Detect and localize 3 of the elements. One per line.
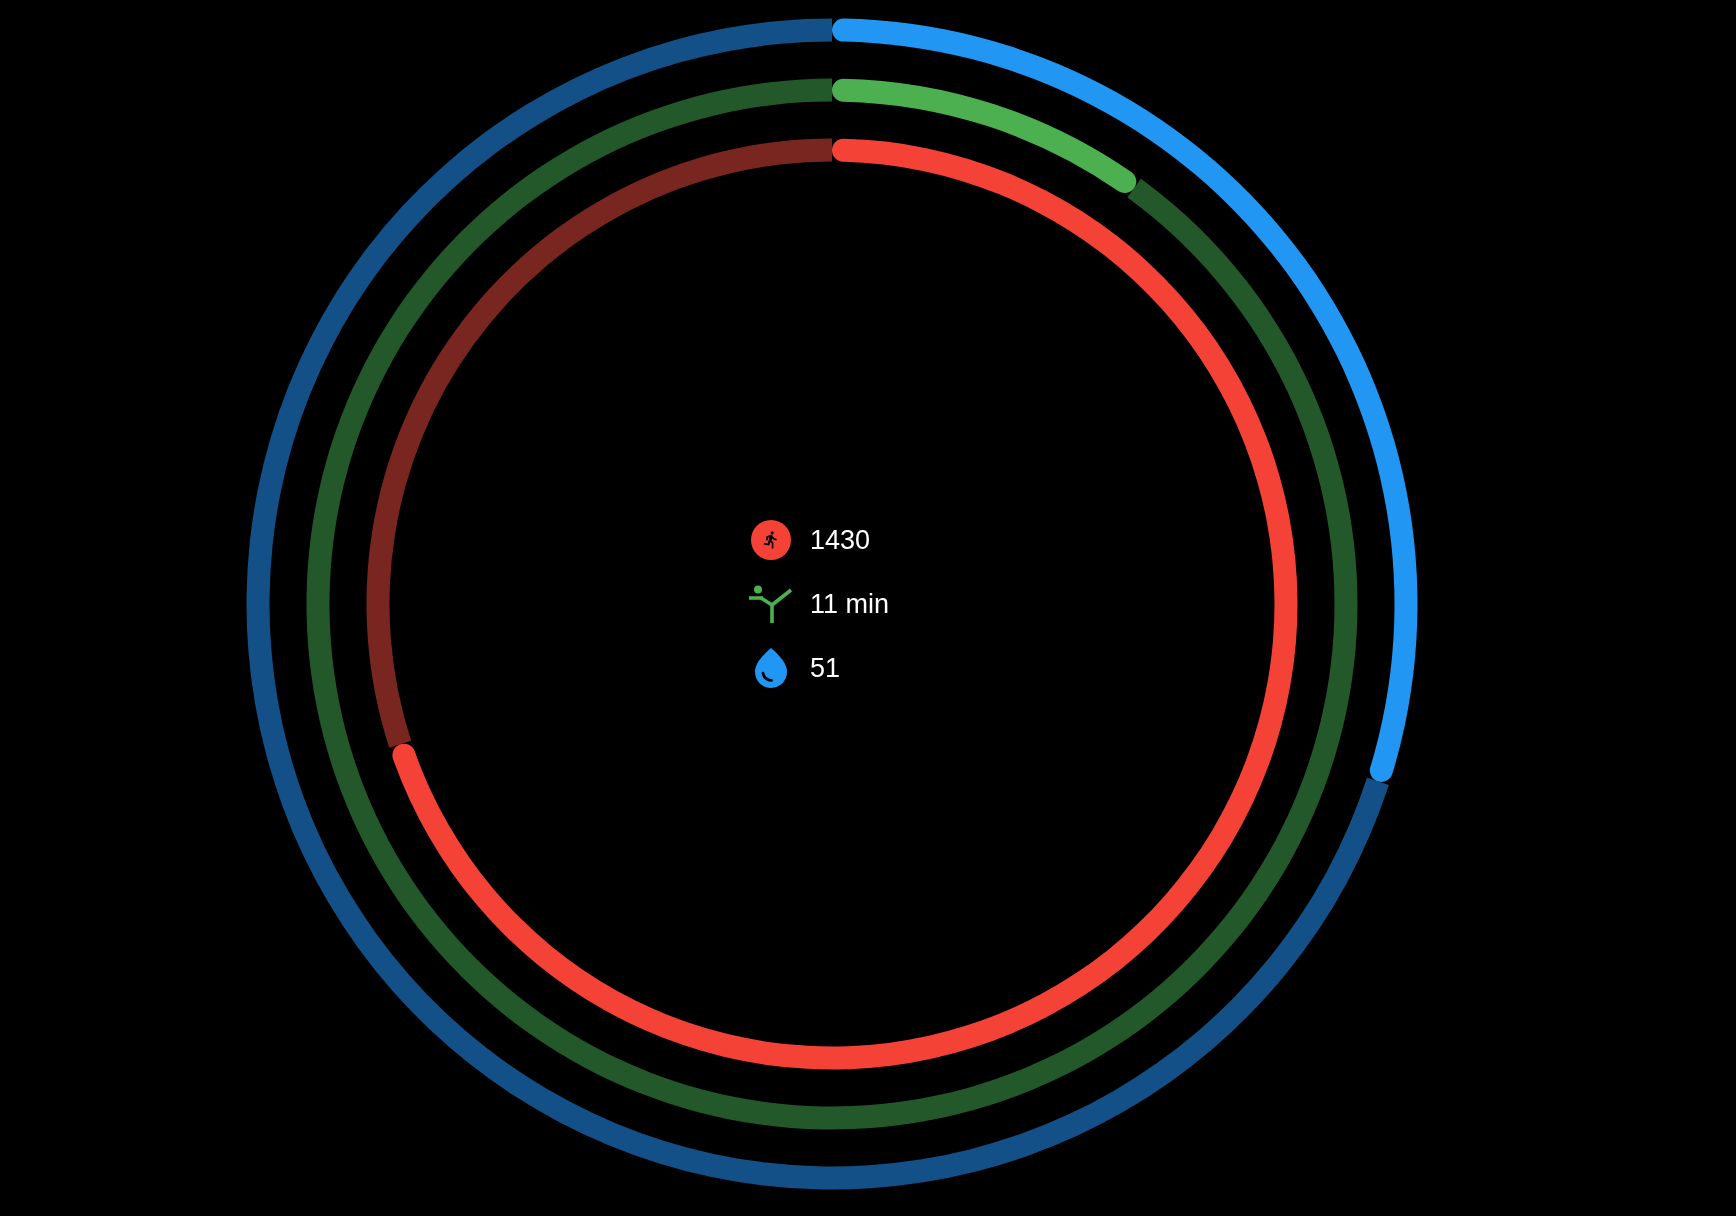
legend-label: 51	[810, 652, 841, 684]
legend-label: 11 min	[810, 588, 890, 620]
legend-label: 1430	[810, 524, 871, 556]
